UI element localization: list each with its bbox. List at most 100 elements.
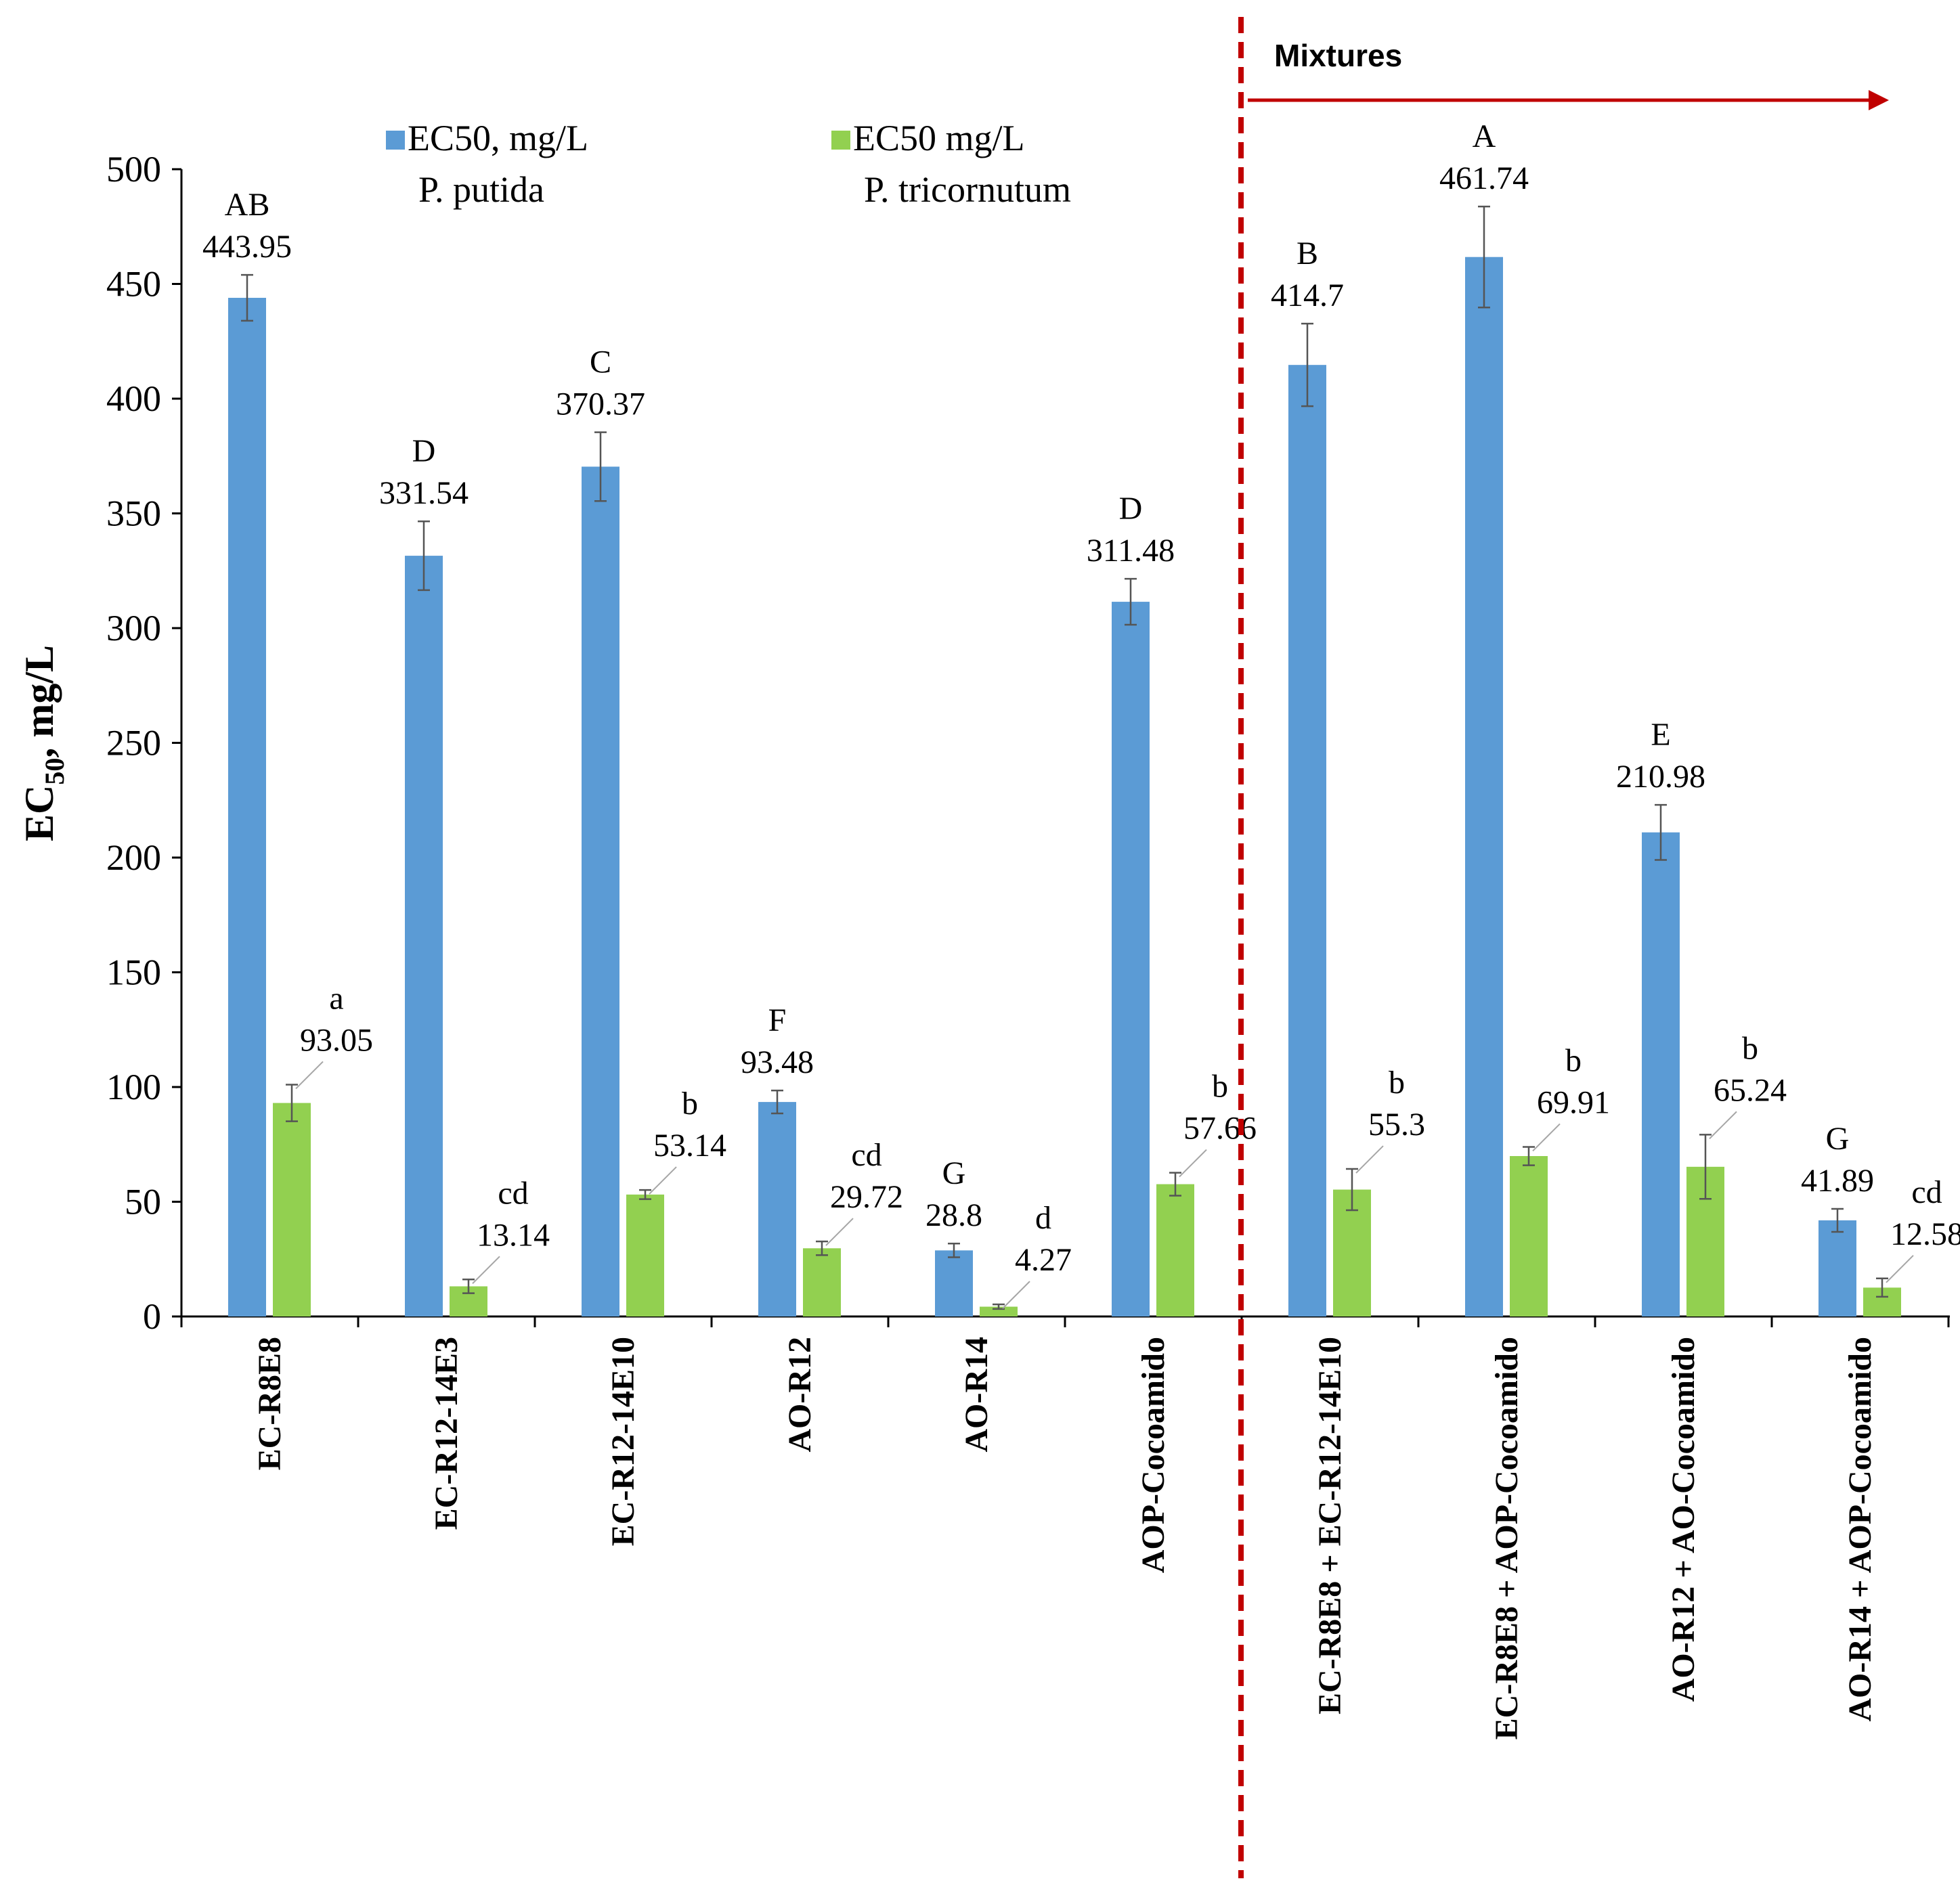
y-tick-label: 300: [106, 608, 161, 648]
letter-label-p-tricornutum: cd: [851, 1137, 881, 1173]
bars: [228, 205, 1901, 1317]
data-label-p-tricornutum: 69.91: [1537, 1084, 1610, 1120]
letter-label-p-tricornutum: b: [1742, 1030, 1758, 1066]
letter-label-p-putida: A: [1473, 118, 1496, 154]
letter-label-p-putida: B: [1297, 236, 1318, 271]
letter-label-p-tricornutum: b: [1565, 1042, 1582, 1078]
category-label: EC-R8E8 + AOP-Cocoamido: [1489, 1337, 1525, 1740]
legend-swatch: [831, 131, 850, 150]
data-label-p-putida: 41.89: [1801, 1163, 1874, 1199]
data-label-p-putida: 93.48: [741, 1044, 814, 1080]
bar-p-tricornutum: [626, 1194, 664, 1316]
legend-swatch: [386, 131, 405, 150]
y-tick-label: 200: [106, 837, 161, 878]
data-label-p-tricornutum: 55.3: [1368, 1107, 1425, 1143]
legend-label: EC50 mg/L: [853, 118, 1025, 158]
mixtures-label: Mixtures: [1274, 38, 1402, 73]
data-label-p-putida: 370.37: [556, 386, 645, 422]
bar-p-putida: [582, 466, 619, 1316]
bar-p-putida: [405, 556, 443, 1317]
data-label-p-putida: 414.7: [1271, 278, 1344, 313]
leader-line: [1179, 1149, 1207, 1178]
letter-label-p-tricornutum: cd: [498, 1175, 528, 1211]
data-label-p-putida: 210.98: [1616, 759, 1705, 795]
letter-label-p-tricornutum: b: [1212, 1069, 1228, 1105]
leader-line: [1532, 1123, 1561, 1152]
mixtures-arrowhead: [1869, 90, 1889, 110]
letter-label-p-tricornutum: b: [1389, 1065, 1405, 1101]
y-tick-label: 400: [106, 378, 161, 419]
leader-line: [649, 1166, 677, 1195]
data-label-p-putida: 443.95: [202, 229, 292, 265]
value-labels: 443.95AB93.05a331.54D13.14cd370.37C53.14…: [202, 118, 1960, 1309]
letter-label-p-putida: F: [768, 1002, 787, 1038]
y-tick-label: 250: [106, 723, 161, 763]
letter-label-p-putida: D: [412, 433, 436, 469]
letter-label-p-tricornutum: a: [329, 980, 343, 1016]
data-label-p-tricornutum: 65.24: [1714, 1072, 1787, 1108]
bar-p-tricornutum: [1510, 1156, 1548, 1316]
bar-p-tricornutum: [273, 1103, 311, 1316]
bar-p-tricornutum: [1156, 1184, 1194, 1316]
data-label-p-tricornutum: 53.14: [653, 1128, 726, 1164]
letter-label-p-putida: D: [1119, 491, 1143, 527]
letter-label-p-tricornutum: cd: [1911, 1174, 1942, 1210]
data-label-p-putida: 311.48: [1087, 533, 1175, 569]
legend-label-species: P. tricornutum: [864, 169, 1071, 210]
bar-p-putida: [758, 1102, 796, 1316]
category-labels: EC-R8E8 EC-R12-14E3 EC-R12-14E10 AO-R12 AO-R…: [252, 1337, 1878, 1740]
x-axis: [180, 1315, 1950, 1327]
bar-p-putida: [1819, 1220, 1856, 1316]
letter-label-p-putida: G: [1826, 1121, 1850, 1157]
bar-p-tricornutum: [980, 1306, 1018, 1316]
category-label: AO-R12 + AO-Cocoamido: [1665, 1337, 1701, 1702]
leader-line: [472, 1256, 500, 1284]
category-label: EC-R12-14E10: [605, 1337, 641, 1546]
leader-line: [1355, 1145, 1384, 1174]
y-tick-label: 100: [106, 1067, 161, 1107]
category-label: EC-R8E8 + EC-R12-14E10: [1312, 1337, 1348, 1714]
y-axis-title: EC50, mg/L: [17, 645, 70, 841]
y-tick-label: 350: [106, 493, 161, 534]
category-label: AOP-Cocoamido: [1135, 1337, 1171, 1573]
letter-label-p-putida: E: [1651, 717, 1670, 753]
y-tick-label: 500: [106, 149, 161, 190]
bar-p-putida: [1288, 365, 1326, 1316]
category-label: EC-R8E8: [252, 1337, 288, 1470]
bar-p-putida: [1465, 257, 1503, 1316]
leader-line: [295, 1061, 324, 1090]
leader-line: [1709, 1111, 1737, 1140]
y-tick-label: 150: [106, 952, 161, 993]
y-axis-label-subscript: 50: [39, 758, 70, 785]
data-label-p-tricornutum: 29.72: [830, 1179, 903, 1215]
letter-label-p-putida: AB: [225, 187, 270, 223]
letter-label-p-putida: C: [590, 345, 611, 380]
bar-p-putida: [1642, 832, 1680, 1316]
y-axis-label-main: EC: [17, 785, 62, 841]
leader-line: [1886, 1255, 1914, 1283]
data-label-p-tricornutum: 13.14: [477, 1217, 550, 1253]
category-label: EC-R12-14E3: [429, 1337, 464, 1530]
data-label-p-tricornutum: 93.05: [300, 1022, 373, 1058]
y-axis: 0 50 100 150 200 250 300 350 400 450 500: [106, 149, 183, 1337]
y-tick-label: 50: [125, 1182, 161, 1222]
data-label-p-tricornutum: 57.66: [1183, 1111, 1257, 1147]
mixtures-annotation: Mixtures: [1238, 17, 1889, 1878]
bar-p-putida: [228, 298, 266, 1316]
data-label-p-putida: 28.8: [925, 1197, 982, 1233]
data-label-p-putida: 461.74: [1439, 160, 1529, 196]
y-axis-label-unit: , mg/L: [17, 645, 62, 758]
y-tick-label: 450: [106, 264, 161, 305]
bar-p-putida: [935, 1250, 973, 1316]
legend-label-species: P. putida: [418, 169, 544, 210]
category-label: AO-R12: [782, 1337, 818, 1453]
category-label: AO-R14 + AOP-Cocoamido: [1842, 1337, 1878, 1722]
letter-label-p-tricornutum: d: [1035, 1200, 1051, 1236]
category-label: AO-R14: [959, 1337, 995, 1453]
leader-line: [1002, 1281, 1030, 1309]
data-label-p-tricornutum: 4.27: [1015, 1242, 1072, 1278]
y-tick-label: 0: [143, 1296, 161, 1337]
legend: EC50, mg/L P. putida EC50 mg/L P. tricornut…: [386, 118, 1071, 210]
letter-label-p-tricornutum: b: [682, 1086, 698, 1122]
